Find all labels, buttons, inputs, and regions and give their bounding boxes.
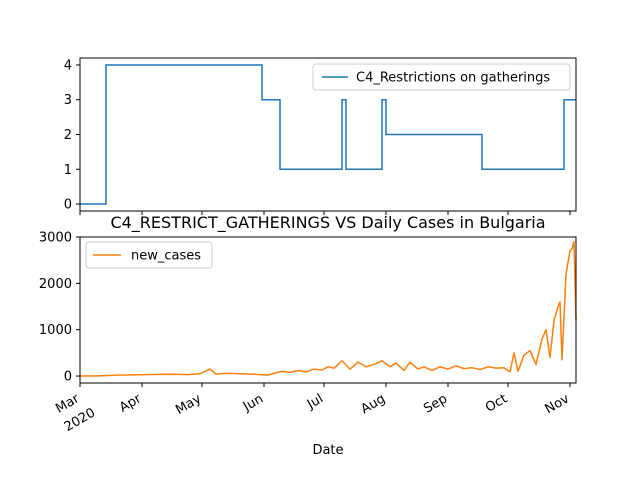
cases-x-tick-label: Sep	[421, 391, 450, 416]
cases-x-tick-label: Aug	[359, 391, 388, 417]
restrictions-lines	[80, 64, 576, 205]
cases-legend-box	[85, 241, 213, 269]
cases-y-tick-label: 3000	[39, 231, 72, 246]
cases-legend-label: new_cases	[131, 249, 201, 264]
restrictions-y-tick-label: 4	[64, 58, 72, 73]
x-axis-title: Date	[312, 443, 343, 458]
cases-x-tick-label: Jul	[304, 391, 326, 412]
cases-panel: C4_RESTRICT_GATHERINGS VS Daily Cases in…	[39, 213, 577, 458]
cases-y-ticks: 0 1000 2000 3000	[39, 231, 80, 385]
restrictions-y-tick-label: 0	[64, 198, 72, 213]
cases-x-tick-label: Apr	[117, 391, 145, 416]
cases-y-tick-label: 1000	[39, 323, 72, 338]
cases-y-tick-label: 2000	[39, 277, 72, 292]
cases-series-line-0	[79, 240, 577, 377]
cases-axes-frame	[79, 236, 577, 384]
restrictions-y-tick-label: 1	[64, 163, 72, 178]
restrictions-series-line-0	[80, 64, 576, 205]
restrictions-y-ticks: 0 1 2 3 4	[64, 58, 80, 213]
restrictions-legend-label: C4_Restrictions on gatherings	[356, 71, 550, 86]
cases-x-tick-label: Oct	[483, 391, 510, 415]
restrictions-x-ticks	[79, 211, 571, 215]
cases-y-tick-label: 0	[64, 370, 72, 385]
restrictions-legend: C4_Restrictions on gatherings	[312, 63, 571, 91]
restrictions-panel: 0 1 2 3 4 C4_Restrictions on gatherings	[64, 57, 577, 215]
cases-x-tick-label: May	[173, 391, 204, 418]
cases-legend: new_cases	[85, 241, 213, 269]
cases-x-tick-label: Jun	[240, 391, 266, 415]
restrictions-y-tick-label: 2	[64, 128, 72, 143]
restrictions-legend-box	[312, 63, 571, 91]
cases-lines	[79, 240, 577, 377]
cases-x-tick-label: Nov	[543, 391, 573, 417]
restrictions-y-tick-label: 3	[64, 93, 72, 108]
chart-title: C4_RESTRICT_GATHERINGS VS Daily Cases in…	[110, 213, 545, 233]
